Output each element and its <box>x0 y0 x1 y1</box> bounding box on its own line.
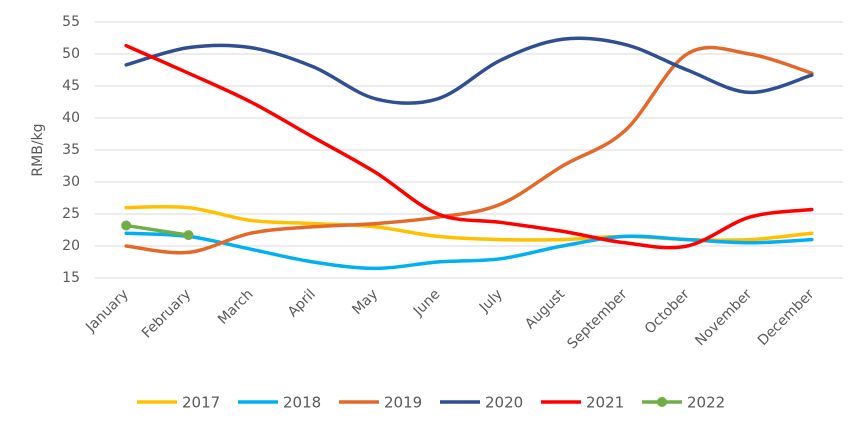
series-line <box>124 45 814 255</box>
y-tick-label: 20 <box>62 238 80 254</box>
x-tick-label: December <box>755 286 818 349</box>
y-tick-label: 35 <box>62 142 80 158</box>
point <box>183 230 194 241</box>
y-tick-label: 30 <box>62 174 80 190</box>
x-tick-label: March <box>215 286 256 327</box>
x-tick-label: August <box>522 286 568 332</box>
series-line <box>124 36 814 105</box>
y-tick-label: 25 <box>62 206 80 222</box>
x-tick-label: May <box>349 286 381 318</box>
y-tick-label: 15 <box>62 270 80 286</box>
y-tick-label: 55 <box>62 14 80 30</box>
x-tick-label: April <box>285 286 319 320</box>
legend-label: 2021 <box>586 394 624 412</box>
legend-marker <box>657 397 667 407</box>
legend-label: 2022 <box>687 394 725 412</box>
y-tick-label: 50 <box>62 46 80 62</box>
legend-label: 2018 <box>283 394 321 412</box>
x-tick-label: October <box>642 286 693 337</box>
x-tick-label: July <box>476 286 506 316</box>
legend-label: 2017 <box>182 394 220 412</box>
series-line <box>124 231 814 271</box>
point <box>121 220 132 231</box>
legend-label: 2020 <box>485 394 523 412</box>
y-axis-label: RMB/kg <box>30 123 46 176</box>
x-tick-label: February <box>139 286 194 341</box>
legend-label: 2019 <box>384 394 422 412</box>
x-tick-label: June <box>410 286 444 320</box>
x-tick-label: November <box>692 286 755 349</box>
y-tick-label: 40 <box>62 110 80 126</box>
x-tick-label: January <box>82 286 132 336</box>
y-tick-label: 45 <box>62 78 80 94</box>
series-line <box>124 43 814 250</box>
x-tick-label: September <box>564 286 630 352</box>
